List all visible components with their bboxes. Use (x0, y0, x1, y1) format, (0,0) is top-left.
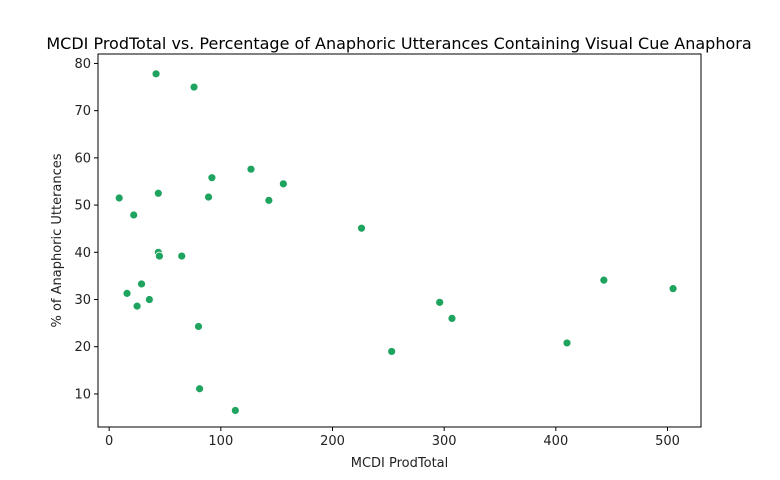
data-point (207, 173, 217, 183)
data-point (435, 297, 445, 307)
y-tick-label: 80 (74, 57, 91, 72)
data-point (246, 164, 256, 174)
x-tick-label: 100 (208, 434, 233, 449)
data-point (151, 69, 161, 79)
data-point (155, 251, 164, 261)
x-tick-label: 300 (432, 434, 457, 449)
plot-frame (97, 53, 702, 428)
data-point (195, 384, 205, 394)
y-tick-label: 10 (74, 387, 91, 402)
x-axis: 0 100 200 300 400 500 (105, 427, 680, 449)
data-point (122, 288, 132, 298)
data-point (189, 82, 199, 92)
chart-title: MCDI ProdTotal vs. Percentage of Anaphor… (46, 34, 751, 53)
x-tick-label: 0 (105, 434, 113, 449)
y-tick-label: 70 (74, 104, 91, 119)
data-point (230, 406, 240, 415)
data-point (278, 179, 288, 189)
plot-area (114, 69, 678, 415)
data-point (668, 284, 678, 294)
y-axis-label: % of Anaphoric Utterances (50, 153, 65, 327)
data-point (357, 223, 366, 233)
data-point (562, 338, 572, 348)
data-point (177, 251, 187, 261)
data-point (137, 279, 146, 289)
data-point (599, 275, 609, 285)
x-tick-label: 200 (320, 434, 345, 449)
data-point (204, 192, 213, 202)
data-point (129, 210, 139, 220)
y-tick-label: 60 (74, 151, 91, 166)
y-axis: 10 20 30 40 50 60 70 80 (74, 57, 98, 402)
y-tick-label: 50 (74, 199, 91, 214)
y-tick-label: 30 (74, 293, 91, 308)
x-tick-label: 400 (543, 434, 568, 449)
data-point (387, 347, 397, 356)
data-point (132, 301, 142, 311)
x-tick-label: 500 (655, 434, 680, 449)
x-axis-label: MCDI ProdTotal (351, 456, 449, 471)
data-point (194, 322, 203, 331)
data-point (144, 295, 154, 304)
y-tick-label: 40 (74, 246, 91, 261)
y-tick-label: 20 (74, 340, 91, 355)
data-point (153, 188, 163, 198)
data-point (264, 195, 274, 205)
data-point (114, 193, 124, 203)
data-point (447, 314, 457, 323)
